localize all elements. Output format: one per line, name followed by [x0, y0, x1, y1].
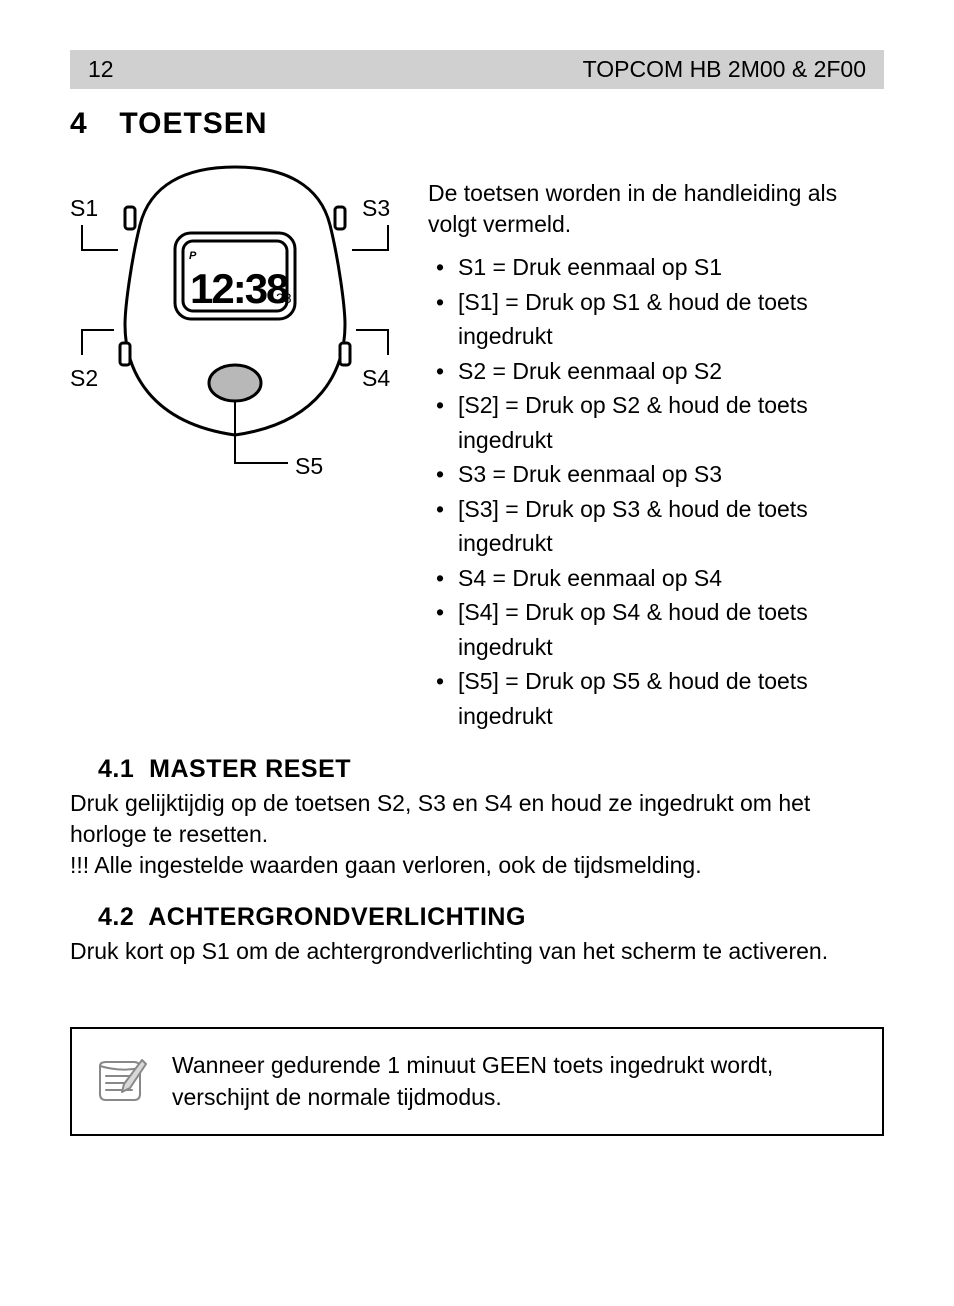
- subsection-title: ACHTERGRONDVERLICHTING: [148, 903, 526, 931]
- subsection-heading: 4.1 MASTER RESET: [98, 755, 884, 784]
- display-time: 12:38: [190, 265, 289, 312]
- label-s5: S5: [295, 453, 323, 480]
- header-bar: 12 TOPCOM HB 2M00 & 2F00: [70, 50, 884, 89]
- watch-diagram: S1 S2 S3 S4 S5: [70, 155, 400, 495]
- subsection-number: 4.2: [98, 903, 134, 931]
- page: 12 TOPCOM HB 2M00 & 2F00 4 TOETSEN S1 S2…: [0, 0, 954, 1196]
- label-s4: S4: [362, 365, 390, 392]
- label-s1: S1: [70, 195, 98, 222]
- note-box: Wanneer gedurende 1 minuut GEEN toets in…: [70, 1027, 884, 1135]
- product-name: TOPCOM HB 2M00 & 2F00: [583, 56, 866, 83]
- label-s3: S3: [362, 195, 390, 222]
- list-item: [S1] = Druk op S1 & houd de toets ingedr…: [458, 285, 884, 354]
- display-p-indicator: P: [189, 250, 197, 262]
- body-paragraph: Druk kort op S1 om de achtergrondverlich…: [70, 936, 884, 967]
- body-paragraph: !!! Alle ingestelde waarden gaan verlore…: [70, 850, 884, 881]
- note-icon: [94, 1056, 150, 1106]
- subsection-heading: 4.2 ACHTERGRONDVERLICHTING: [98, 903, 884, 932]
- section-number: 4: [70, 107, 110, 141]
- key-explanation: De toetsen worden in de handleiding als …: [428, 155, 884, 733]
- list-item: S3 = Druk eenmaal op S3: [458, 457, 884, 492]
- intro-text: De toetsen worden in de handleiding als …: [428, 178, 884, 240]
- label-s2: S2: [70, 365, 98, 392]
- watch-svg: P 12:38 28: [70, 155, 400, 495]
- section-title: TOETSEN: [119, 107, 267, 140]
- list-item: [S5] = Druk op S5 & houd de toets ingedr…: [458, 664, 884, 733]
- list-item: S1 = Druk eenmaal op S1: [458, 250, 884, 285]
- list-item: S2 = Druk eenmaal op S2: [458, 354, 884, 389]
- note-text: Wanneer gedurende 1 minuut GEEN toets in…: [172, 1049, 860, 1113]
- list-item: [S2] = Druk op S2 & houd de toets ingedr…: [458, 388, 884, 457]
- section-heading: 4 TOETSEN: [70, 107, 884, 141]
- page-number: 12: [88, 56, 114, 83]
- list-item: S4 = Druk eenmaal op S4: [458, 561, 884, 596]
- body-paragraph: Druk gelijktijdig op de toetsen S2, S3 e…: [70, 788, 884, 850]
- subsection-number: 4.1: [98, 755, 134, 783]
- list-item: [S4] = Druk op S4 & houd de toets ingedr…: [458, 595, 884, 664]
- subsection-title: MASTER RESET: [149, 755, 351, 783]
- key-list: S1 = Druk eenmaal op S1 [S1] = Druk op S…: [428, 250, 884, 733]
- two-column: S1 S2 S3 S4 S5: [70, 155, 884, 733]
- display-seconds: 28: [276, 290, 292, 306]
- list-item: [S3] = Druk op S3 & houd de toets ingedr…: [458, 492, 884, 561]
